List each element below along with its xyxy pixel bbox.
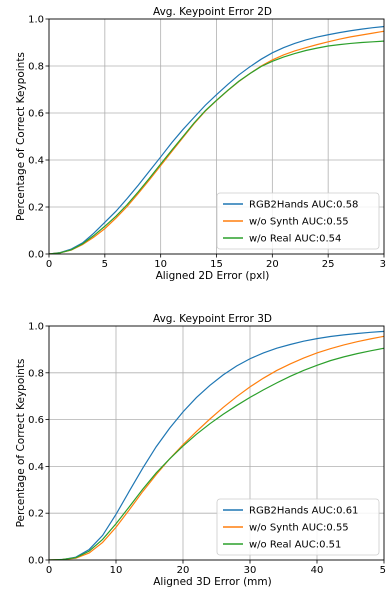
y-tick-label: 0.0 <box>28 556 44 567</box>
series-line-1 <box>49 25 384 254</box>
x-axis-label: Aligned 3D Error (mm) <box>153 576 271 588</box>
y-tick-label: 0.6 <box>28 415 44 426</box>
x-tick-label: 0 <box>46 565 52 576</box>
x-tick-label: 20 <box>266 259 279 270</box>
legend-entry: RGB2Hands AUC:0.61 <box>249 506 358 517</box>
y-tick-label: 0.6 <box>28 109 44 120</box>
x-axis-label: Aligned 2D Error (pxl) <box>156 270 270 282</box>
y-tick-label: 0.2 <box>28 509 44 520</box>
legend-entry: w/o Synth AUC:0.55 <box>249 523 349 534</box>
y-tick-label: 0.4 <box>28 156 44 167</box>
chart-1: 0 5 10 15 20 25 3 0.0 0.2 0.4 0.6 0.8 1.0 Avg. Keypoi… <box>15 6 386 282</box>
y-tick-label: 0.2 <box>28 203 44 214</box>
plot-frame <box>48 325 385 561</box>
legend: RGB2Hands AUC:0.61 w/o Synth AUC:0.55 w/o … <box>216 498 380 556</box>
x-tick-label: 25 <box>322 259 335 270</box>
x-tick-label: 5 <box>380 565 386 576</box>
y-tick-label: 0.8 <box>28 62 44 73</box>
legend-entry: w/o Real AUC:0.54 <box>249 234 341 245</box>
legend: RGB2Hands AUC:0.58 w/o Synth AUC:0.55 w/o … <box>216 192 380 250</box>
y-tick-label: 0.8 <box>28 368 44 379</box>
chart-2: 0 10 20 30 40 5 0.0 0.2 0.4 0.6 0.8 1.0 Avg. Keypoin… <box>15 313 386 588</box>
x-tick-label: 30 <box>244 565 257 576</box>
series-line-2 <box>49 335 384 560</box>
x-tick-label: 40 <box>311 565 324 576</box>
x-tick-label: 0 <box>46 259 52 270</box>
y-axis-label: Percentage of Correct Keypoints <box>15 359 27 528</box>
legend-entry: w/o Real AUC:0.51 <box>249 540 341 551</box>
x-tick-label: 10 <box>110 565 123 576</box>
x-tick-label: 10 <box>154 259 167 270</box>
y-tick-label: 1.0 <box>28 15 44 26</box>
x-tick-label: 5 <box>102 259 108 270</box>
x-tick-label: 20 <box>177 565 190 576</box>
y-tick-label: 0.4 <box>28 462 44 473</box>
y-tick-label: 1.0 <box>28 322 44 333</box>
legend-entry: RGB2Hands AUC:0.58 <box>249 200 358 211</box>
chart-title: Avg. Keypoint Error 2D <box>153 6 272 18</box>
series-line-3 <box>49 40 384 254</box>
y-tick-label: 0.0 <box>28 250 44 261</box>
series-line-1 <box>49 330 384 560</box>
legend-box <box>216 498 380 556</box>
x-tick-label: 3 <box>380 259 386 270</box>
x-tick-label: 15 <box>210 259 223 270</box>
legend-entry: w/o Synth AUC:0.55 <box>249 217 349 228</box>
chart-title: Avg. Keypoint Error 3D <box>153 313 272 325</box>
y-axis-label: Percentage of Correct Keypoints <box>15 52 27 221</box>
series-line-3 <box>49 347 384 560</box>
legend-box <box>216 192 380 250</box>
